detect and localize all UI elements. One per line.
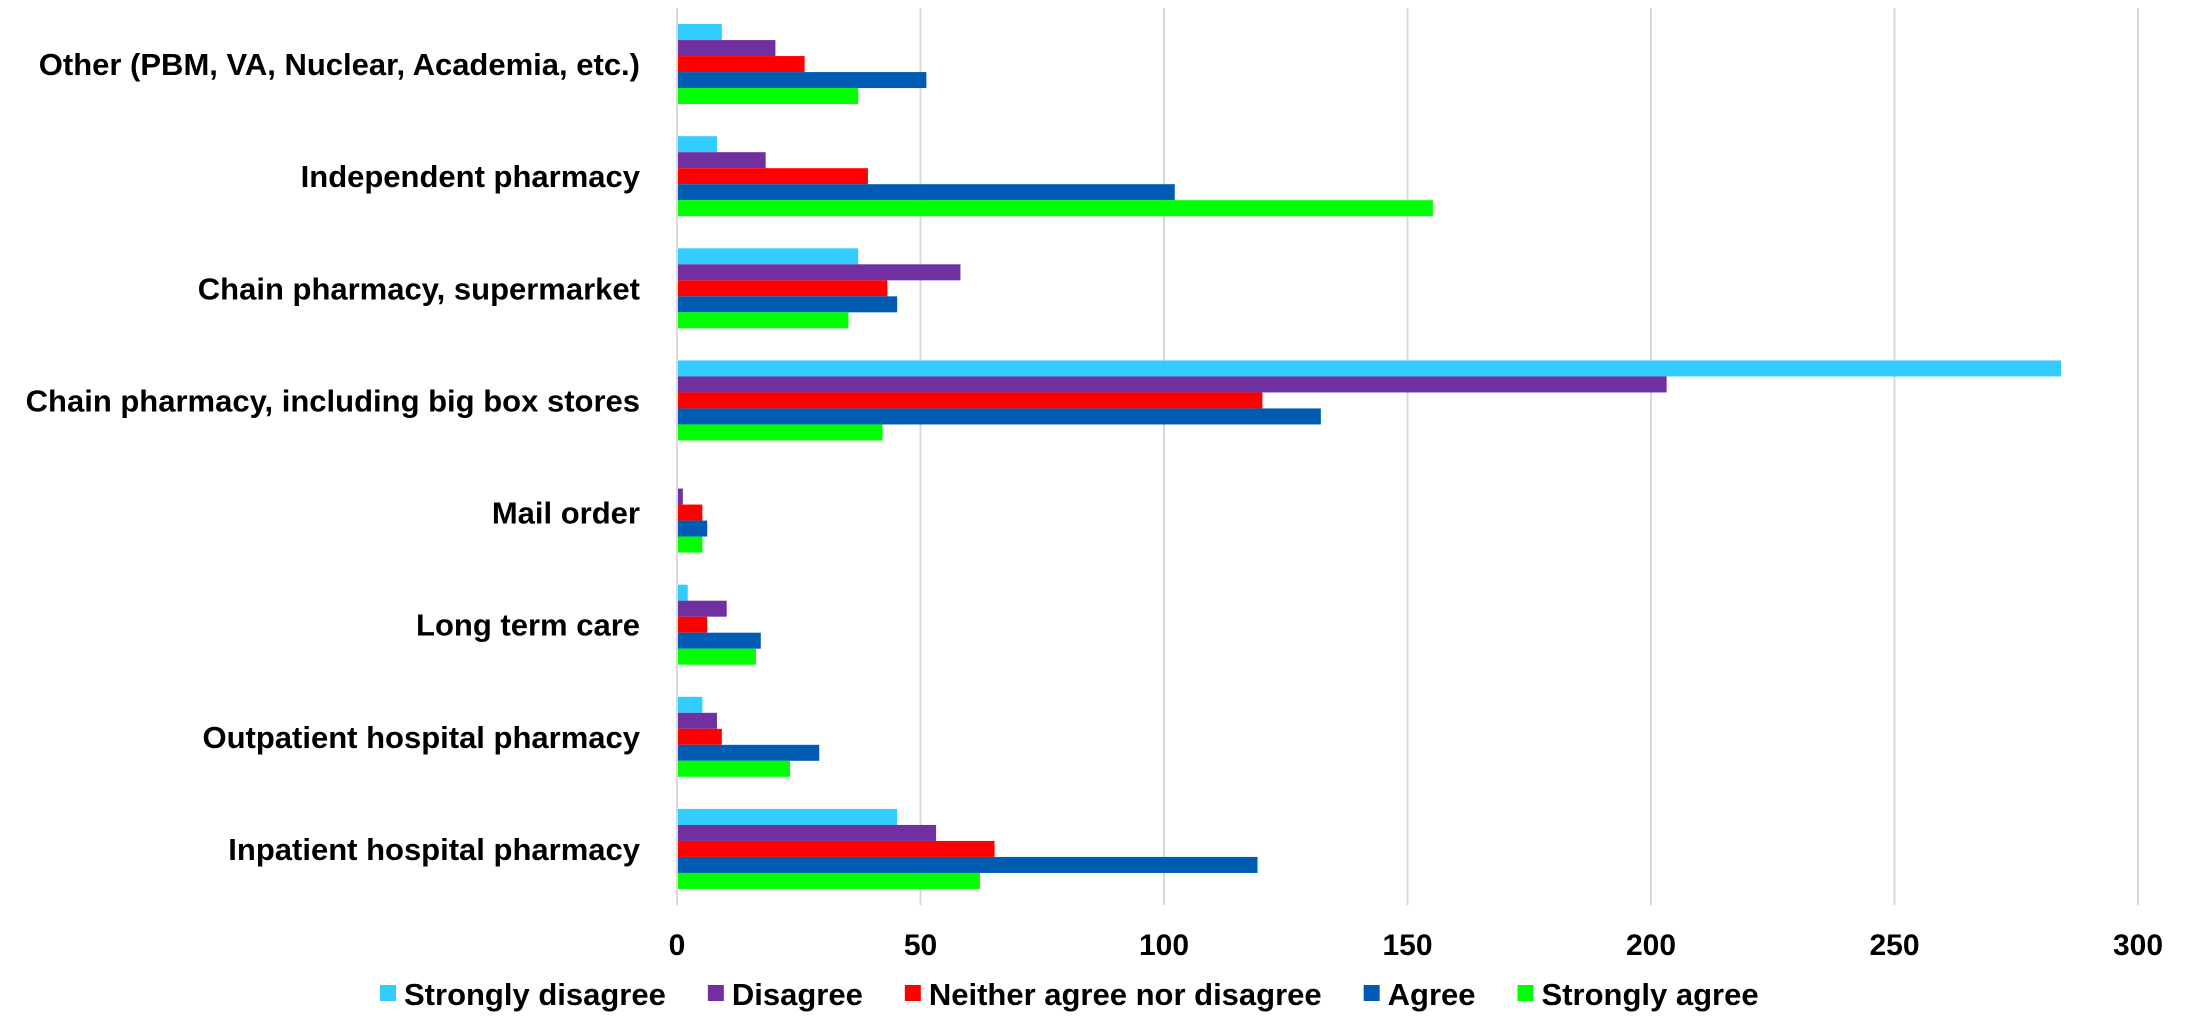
category-label: Chain pharmacy, supermarket [198, 271, 640, 306]
bar [678, 600, 727, 617]
bar [678, 424, 883, 441]
bar [678, 808, 898, 825]
bar [678, 504, 703, 521]
bar [678, 824, 937, 841]
bar [678, 760, 791, 777]
bars [678, 24, 2062, 889]
bar [678, 712, 717, 729]
category-label: Outpatient hospital pharmacy [202, 720, 640, 755]
bar [678, 376, 1667, 393]
bar [678, 488, 683, 505]
x-tick-label: 0 [669, 929, 686, 962]
bar [678, 264, 961, 281]
legend-label: Disagree [732, 977, 863, 1012]
legend-swatch [1517, 985, 1534, 1001]
legend-swatch [1363, 985, 1380, 1001]
legend-label: Neither agree nor disagree [929, 977, 1322, 1012]
category-label: Inpatient hospital pharmacy [228, 832, 640, 867]
bar [678, 856, 1258, 873]
bar [678, 184, 1175, 201]
legend-label: Strongly disagree [404, 977, 666, 1012]
bar [678, 248, 859, 265]
bar [678, 40, 776, 57]
bar [678, 312, 849, 329]
legend-label: Agree [1388, 977, 1476, 1012]
bar [678, 152, 766, 169]
bar [678, 648, 756, 665]
x-tick-label: 50 [904, 929, 937, 962]
bar [678, 584, 688, 601]
bar [678, 744, 820, 761]
bar [678, 72, 927, 89]
bar [678, 408, 1321, 425]
category-label: Independent pharmacy [301, 159, 641, 194]
bar [678, 24, 722, 41]
category-label: Chain pharmacy, including big box stores [26, 383, 640, 418]
bar [678, 872, 980, 889]
bar [678, 728, 722, 745]
x-tick-label: 100 [1139, 929, 1189, 962]
bar [678, 840, 995, 857]
bar [678, 136, 717, 153]
legend-swatch [380, 985, 396, 1001]
bar [678, 536, 703, 553]
bar [678, 168, 868, 185]
bar [678, 200, 1433, 217]
bar [678, 360, 2062, 377]
bar [678, 88, 859, 105]
bar [678, 616, 708, 633]
legend-swatch [707, 985, 724, 1001]
bar [678, 296, 898, 313]
x-axis-tick-labels: 0 50 100 150 200 250 300 [669, 929, 2163, 962]
grid-lines [676, 8, 2139, 905]
category-label: Other (PBM, VA, Nuclear, Academia, etc.) [39, 47, 640, 82]
bar [678, 520, 708, 537]
x-tick-label: 200 [1626, 929, 1676, 962]
x-tick-label: 250 [1869, 929, 1919, 962]
bar [678, 696, 703, 713]
legend: Strongly disagree Disagree Neither agree n… [380, 977, 1759, 1012]
x-tick-label: 150 [1382, 929, 1432, 962]
bar [678, 280, 888, 297]
category-label: Long term care [416, 608, 640, 643]
legend-label: Strongly agree [1542, 977, 1759, 1012]
category-label: Mail order [492, 496, 640, 531]
bar [678, 632, 761, 649]
bar [678, 56, 805, 73]
legend-swatch [904, 985, 921, 1001]
category-labels: Other (PBM, VA, Nuclear, Academia, etc.)… [26, 47, 641, 867]
x-tick-label: 300 [2113, 929, 2163, 962]
bar [678, 392, 1263, 409]
